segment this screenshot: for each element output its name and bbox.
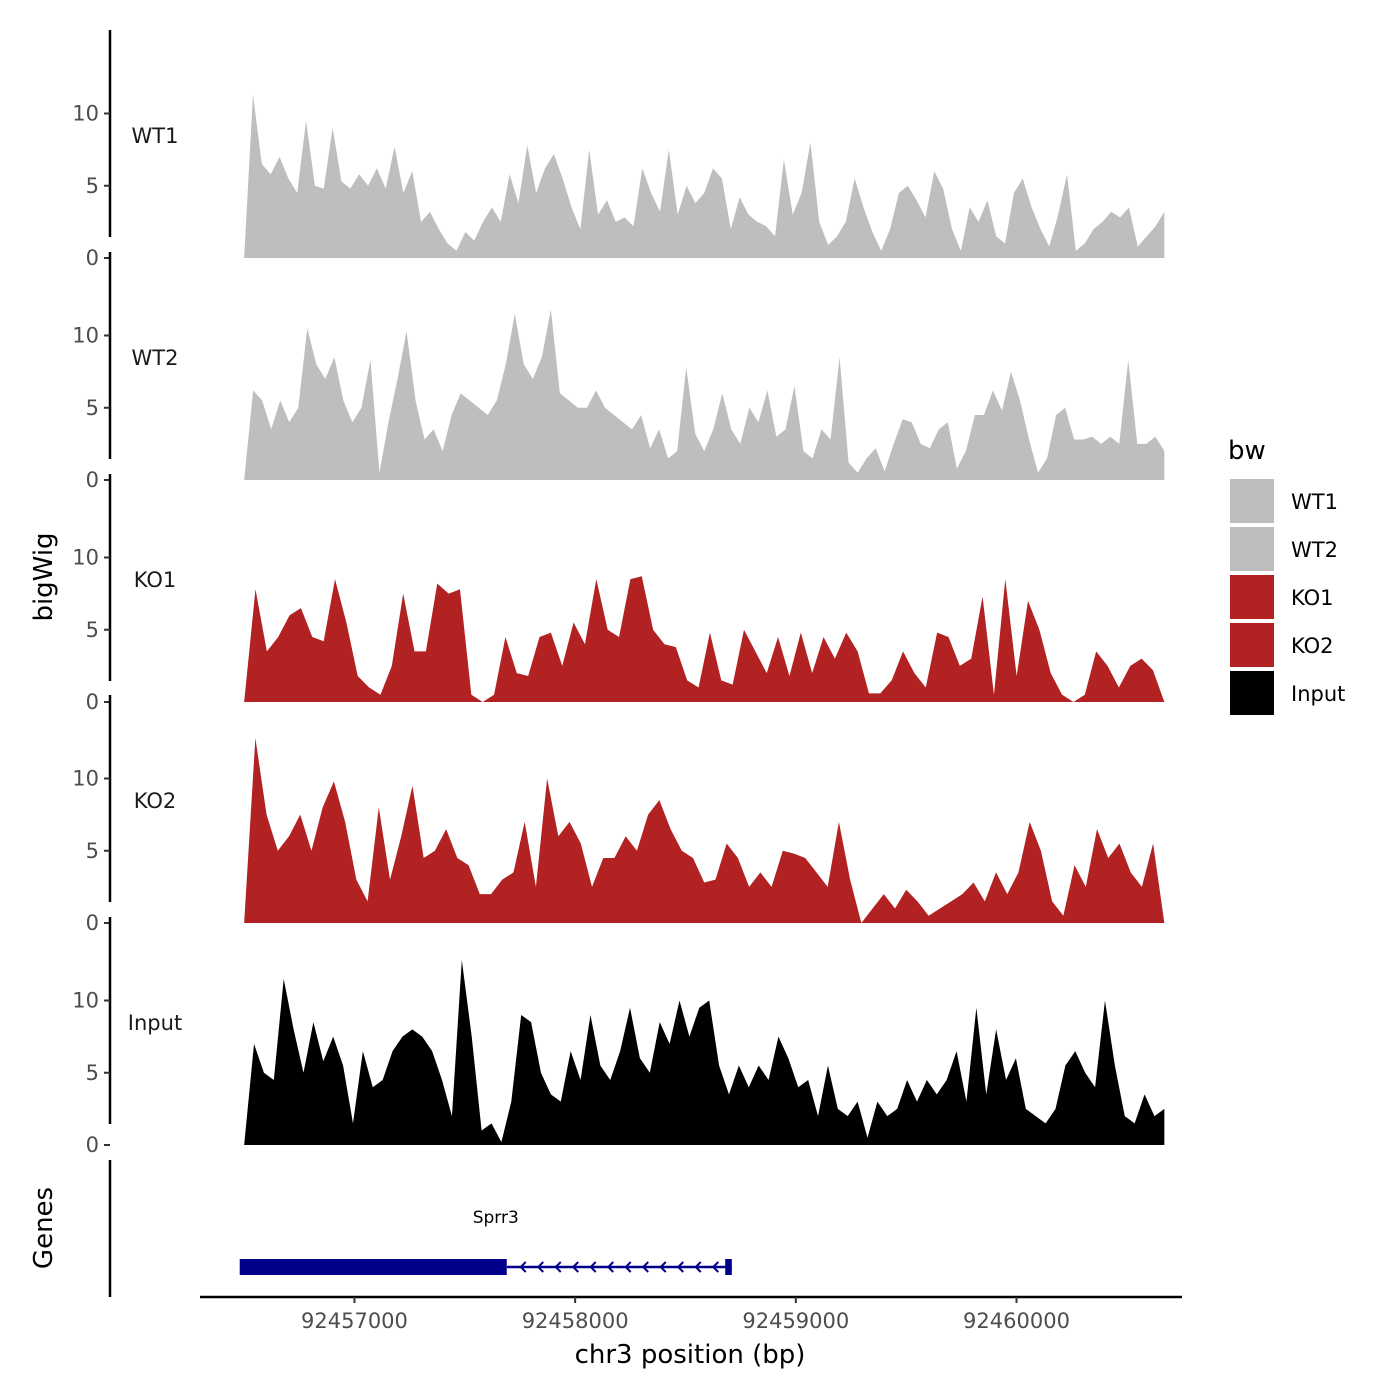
track-input: 0 5 10 Input bbox=[72, 917, 1165, 1157]
strand-arrow bbox=[519, 1261, 527, 1273]
gene-panel: Sprr3 bbox=[108, 1160, 732, 1297]
x-tick-label: 92458000 bbox=[522, 1309, 629, 1333]
strand-arrow bbox=[694, 1261, 702, 1273]
track-label-ko2: KO2 bbox=[134, 789, 177, 813]
strand-arrow bbox=[606, 1261, 614, 1273]
strand-arrow bbox=[536, 1261, 544, 1273]
track-label-ko1: KO1 bbox=[134, 568, 177, 592]
y-tick-label: 5 bbox=[86, 396, 99, 420]
area-ko1 bbox=[244, 576, 1165, 702]
legend-label-wt2: WT2 bbox=[1291, 538, 1338, 562]
y-tick-label: 5 bbox=[86, 1061, 99, 1085]
strand-arrow bbox=[554, 1261, 562, 1273]
track-label-wt2: WT2 bbox=[132, 346, 179, 370]
y-tick-label: 5 bbox=[86, 618, 99, 642]
area-wt2 bbox=[244, 309, 1165, 480]
y-tick-label: 0 bbox=[86, 690, 99, 714]
legend-label-ko1: KO1 bbox=[1291, 586, 1334, 610]
strand-arrow bbox=[571, 1261, 579, 1273]
strand-arrow bbox=[589, 1261, 597, 1273]
legend-key-wt1 bbox=[1230, 479, 1274, 523]
y-tick-label: 10 bbox=[72, 102, 99, 126]
y-tick-label: 0 bbox=[86, 246, 99, 270]
y-tick-label: 5 bbox=[86, 839, 99, 863]
legend-key-input bbox=[1230, 671, 1274, 715]
track-wt1: 0 5 10 WT1 bbox=[72, 30, 1165, 270]
y-tick-label: 10 bbox=[72, 989, 99, 1013]
legend-label-wt1: WT1 bbox=[1291, 490, 1338, 514]
x-tick-label: 92460000 bbox=[963, 1309, 1070, 1333]
y-tick-label: 0 bbox=[86, 911, 99, 935]
legend-label-ko2: KO2 bbox=[1291, 634, 1334, 658]
x-axis: 92457000 92458000 92459000 92460000 bbox=[200, 1295, 1182, 1333]
y-tick-label: 0 bbox=[86, 468, 99, 492]
strand-arrow bbox=[659, 1261, 667, 1273]
track-ko2: 0 5 10 KO2 bbox=[72, 695, 1165, 935]
area-input bbox=[244, 960, 1165, 1145]
track-wt2: 0 5 10 WT2 bbox=[72, 252, 1165, 492]
gene-exon bbox=[725, 1259, 732, 1275]
strand-arrow bbox=[676, 1261, 684, 1273]
y-tick-label: 10 bbox=[72, 324, 99, 348]
y-axis-title: bigWig bbox=[29, 532, 59, 621]
area-ko2 bbox=[244, 738, 1165, 923]
legend-key-ko2 bbox=[1230, 623, 1274, 667]
legend-label-input: Input bbox=[1291, 682, 1345, 706]
strand-arrow bbox=[711, 1261, 719, 1273]
x-tick-label: 92459000 bbox=[742, 1309, 849, 1333]
x-axis-title: chr3 position (bp) bbox=[575, 1340, 806, 1370]
legend: bw WT1 WT2 KO1 KO2 Input bbox=[1228, 436, 1345, 715]
legend-key-wt2 bbox=[1230, 527, 1274, 571]
track-label-wt1: WT1 bbox=[132, 124, 179, 148]
strand-arrow bbox=[641, 1261, 649, 1273]
y-tick-label: 10 bbox=[72, 767, 99, 791]
track-ko1: 0 5 10 KO1 bbox=[72, 474, 1165, 714]
y-tick-label: 10 bbox=[72, 546, 99, 570]
tracks-group: 0 5 10 WT1 0 5 10 WT2 0 5 10 KO1 0 5 10 KO2 0 5 10 Input bbox=[72, 30, 1165, 1157]
area-wt1 bbox=[244, 94, 1165, 258]
legend-title: bw bbox=[1228, 436, 1266, 466]
gene-label: Sprr3 bbox=[473, 1208, 519, 1228]
legend-key-ko1 bbox=[1230, 575, 1274, 619]
gene-exon bbox=[239, 1259, 507, 1275]
x-tick-label: 92457000 bbox=[301, 1309, 408, 1333]
y-tick-label: 5 bbox=[86, 174, 99, 198]
strand-arrow bbox=[624, 1261, 632, 1273]
y-tick-label: 0 bbox=[86, 1133, 99, 1157]
genes-axis-title: Genes bbox=[29, 1187, 59, 1269]
track-label-input: Input bbox=[128, 1011, 182, 1035]
